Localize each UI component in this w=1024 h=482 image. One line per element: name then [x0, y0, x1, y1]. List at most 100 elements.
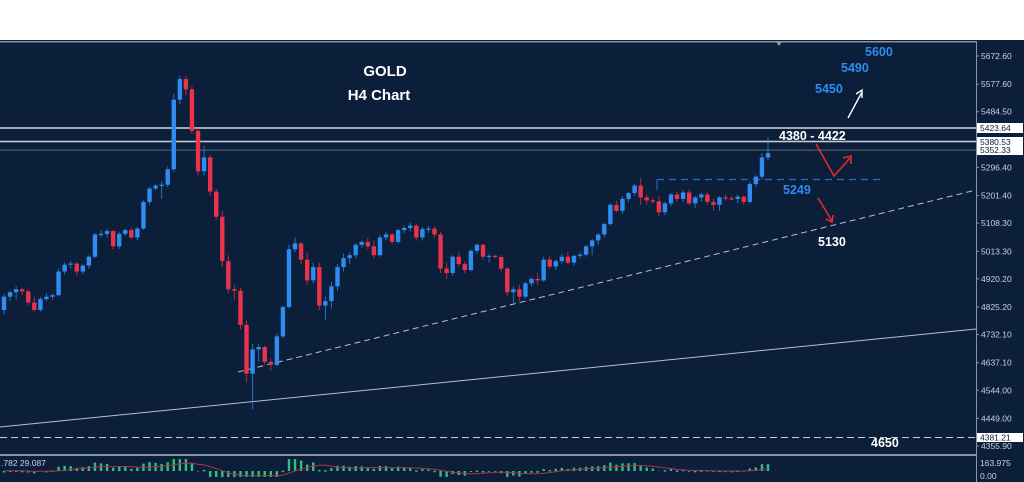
candle[interactable] [747, 184, 753, 202]
candle[interactable] [602, 224, 607, 235]
candle[interactable] [329, 286, 334, 302]
candle[interactable] [699, 194, 704, 198]
candle[interactable] [214, 191, 219, 217]
candle[interactable] [759, 157, 765, 177]
candle[interactable] [723, 197, 728, 199]
candle[interactable] [335, 267, 340, 287]
candle[interactable] [553, 261, 558, 267]
candle[interactable] [711, 201, 716, 205]
candle[interactable] [505, 268, 510, 293]
candle[interactable] [244, 324, 249, 374]
candle[interactable] [450, 256, 455, 273]
candle[interactable] [286, 249, 292, 308]
candle[interactable] [438, 234, 443, 269]
candle[interactable] [256, 347, 261, 350]
candle[interactable] [347, 255, 352, 259]
candle[interactable] [395, 230, 401, 242]
candle[interactable] [359, 241, 364, 245]
candle[interactable] [159, 184, 164, 186]
candle[interactable] [274, 336, 280, 365]
candle[interactable] [377, 237, 383, 256]
candle[interactable] [492, 255, 498, 258]
candle[interactable] [674, 194, 680, 199]
price-axis[interactable]: 5672.60 5577.60 5484.50 5296.40 5201.40 5108.… [976, 51, 1012, 451]
candle[interactable] [486, 255, 492, 258]
candle[interactable] [50, 295, 55, 297]
candle[interactable] [311, 267, 316, 281]
candle[interactable] [371, 246, 377, 256]
candle[interactable] [110, 230, 116, 247]
candle[interactable] [444, 268, 449, 273]
chart-window[interactable]: GOLD H4 Chart 5600 5490 5450 4380 - 4422… [0, 40, 1024, 482]
candle[interactable] [323, 301, 328, 306]
candle[interactable] [207, 157, 213, 192]
candle[interactable] [74, 263, 79, 272]
candle[interactable] [420, 229, 425, 238]
candle[interactable] [19, 289, 25, 292]
candle[interactable] [638, 185, 643, 198]
candle[interactable] [741, 196, 746, 202]
candle[interactable] [117, 233, 122, 247]
candle[interactable] [56, 271, 61, 296]
oscillator-separator[interactable] [0, 454, 976, 456]
candle[interactable] [559, 256, 565, 262]
candle[interactable] [644, 197, 649, 201]
candle[interactable] [389, 234, 395, 242]
candle[interactable] [456, 256, 461, 265]
candle[interactable] [632, 185, 637, 194]
candle[interactable] [317, 267, 322, 306]
candle[interactable] [729, 198, 734, 200]
candle[interactable] [298, 243, 304, 260]
candle[interactable] [68, 263, 73, 265]
candle[interactable] [220, 216, 225, 262]
candle[interactable] [462, 264, 468, 271]
candle[interactable] [177, 78, 183, 100]
candle[interactable] [571, 255, 577, 263]
candle[interactable] [38, 299, 43, 311]
candle[interactable] [268, 361, 273, 365]
candle[interactable] [26, 291, 31, 303]
candle[interactable] [705, 194, 710, 202]
candle[interactable] [80, 265, 86, 272]
candle[interactable] [92, 234, 98, 257]
candle[interactable] [365, 241, 371, 247]
candle[interactable] [626, 193, 631, 199]
candle[interactable] [171, 99, 176, 170]
level-line-2[interactable] [0, 140, 976, 143]
candle[interactable] [280, 307, 286, 337]
candle[interactable] [383, 234, 389, 238]
candle[interactable] [614, 204, 619, 211]
candle[interactable] [589, 240, 595, 247]
candle[interactable] [668, 194, 674, 204]
candle[interactable] [353, 244, 358, 256]
candle[interactable] [517, 289, 522, 297]
rising-dashed-trendline[interactable] [237, 189, 977, 373]
candle[interactable] [147, 188, 152, 202]
candle[interactable] [341, 258, 346, 268]
candle[interactable] [608, 204, 613, 225]
candle[interactable] [753, 176, 759, 185]
candle[interactable] [141, 201, 146, 229]
candle[interactable] [529, 278, 534, 284]
candle[interactable] [129, 230, 134, 238]
candle[interactable] [201, 157, 207, 172]
candle[interactable] [292, 243, 298, 250]
candle[interactable] [541, 259, 546, 281]
candle[interactable] [13, 289, 19, 293]
candle[interactable] [426, 228, 431, 230]
candle[interactable] [474, 244, 480, 251]
candle[interactable] [577, 254, 583, 256]
candle[interactable] [401, 227, 407, 231]
candle[interactable] [414, 225, 419, 238]
candle[interactable] [165, 169, 170, 185]
candle[interactable] [717, 197, 722, 205]
chart-canvas[interactable]: GOLD H4 Chart 5600 5490 5450 4380 - 4422… [0, 40, 1024, 482]
candle[interactable] [104, 230, 110, 234]
candle[interactable] [195, 130, 201, 172]
candle[interactable] [535, 278, 540, 281]
candle[interactable] [238, 290, 243, 325]
candle[interactable] [44, 296, 49, 300]
candle[interactable] [547, 259, 552, 267]
candle[interactable] [523, 283, 528, 297]
candle[interactable] [511, 289, 516, 293]
